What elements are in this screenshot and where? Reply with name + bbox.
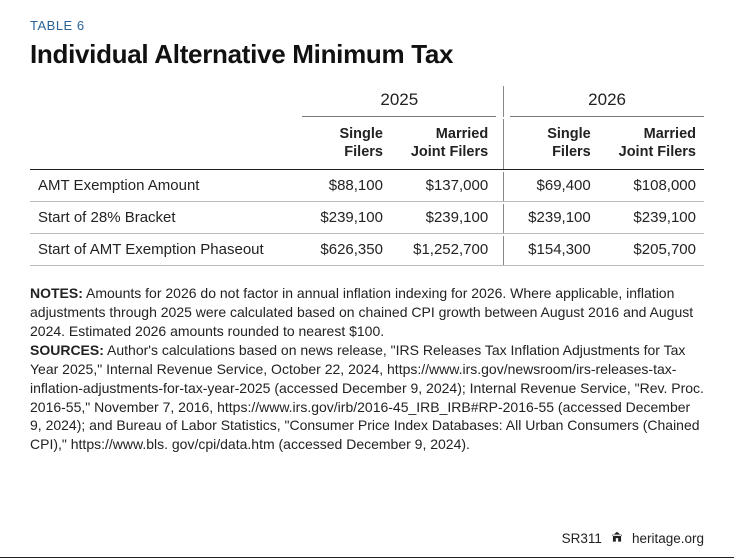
cell-value: $239,100 [391, 202, 496, 234]
col-2025-single: SingleFilers [302, 117, 391, 170]
sub-header-row: SingleFilers MarriedJoint Filers SingleF… [30, 117, 704, 170]
sources-text: Author's calculations based on news rele… [30, 342, 704, 452]
cell-value: $69,400 [510, 170, 599, 202]
footer: SR311 heritage.org [562, 530, 704, 547]
cell-value: $108,000 [599, 170, 704, 202]
row-label: Start of 28% Bracket [30, 202, 302, 234]
sources-label: SOURCES: [30, 342, 104, 358]
cell-value: $1,252,700 [391, 234, 496, 266]
sources-paragraph: SOURCES: Author's calculations based on … [30, 341, 704, 454]
footer-code: SR311 [562, 531, 602, 546]
row-label: AMT Exemption Amount [30, 170, 302, 202]
cell-value: $239,100 [302, 202, 391, 234]
col-2026-married: MarriedJoint Filers [599, 117, 704, 170]
column-divider [496, 234, 510, 266]
table-body: AMT Exemption Amount $88,100 $137,000 $6… [30, 170, 704, 266]
bell-icon [610, 530, 624, 547]
table-row: AMT Exemption Amount $88,100 $137,000 $6… [30, 170, 704, 202]
cell-value: $154,300 [510, 234, 599, 266]
cell-value: $137,000 [391, 170, 496, 202]
page-title: Individual Alternative Minimum Tax [30, 39, 704, 70]
year-2026: 2026 [510, 84, 704, 117]
notes-text: Amounts for 2026 do not factor in annual… [30, 285, 693, 339]
row-label: Start of AMT Exemption Phaseout [30, 234, 302, 266]
table-row: Start of 28% Bracket $239,100 $239,100 $… [30, 202, 704, 234]
footer-site: heritage.org [632, 531, 704, 546]
table-row: Start of AMT Exemption Phaseout $626,350… [30, 234, 704, 266]
cell-value: $626,350 [302, 234, 391, 266]
amt-table: 2025 2026 SingleFilers MarriedJoint File… [30, 84, 704, 266]
column-divider [496, 84, 510, 117]
col-2025-married: MarriedJoint Filers [391, 117, 496, 170]
notes-block: NOTES: Amounts for 2026 do not factor in… [30, 284, 704, 454]
cell-value: $239,100 [510, 202, 599, 234]
table-number: TABLE 6 [30, 18, 704, 33]
cell-value: $88,100 [302, 170, 391, 202]
notes-label: NOTES: [30, 285, 83, 301]
notes-paragraph: NOTES: Amounts for 2026 do not factor in… [30, 284, 704, 341]
col-2026-single: SingleFilers [510, 117, 599, 170]
cell-value: $239,100 [599, 202, 704, 234]
column-divider [496, 117, 510, 170]
column-divider [496, 202, 510, 234]
column-divider [496, 170, 510, 202]
year-header-row: 2025 2026 [30, 84, 704, 117]
year-2025: 2025 [302, 84, 496, 117]
cell-value: $205,700 [599, 234, 704, 266]
